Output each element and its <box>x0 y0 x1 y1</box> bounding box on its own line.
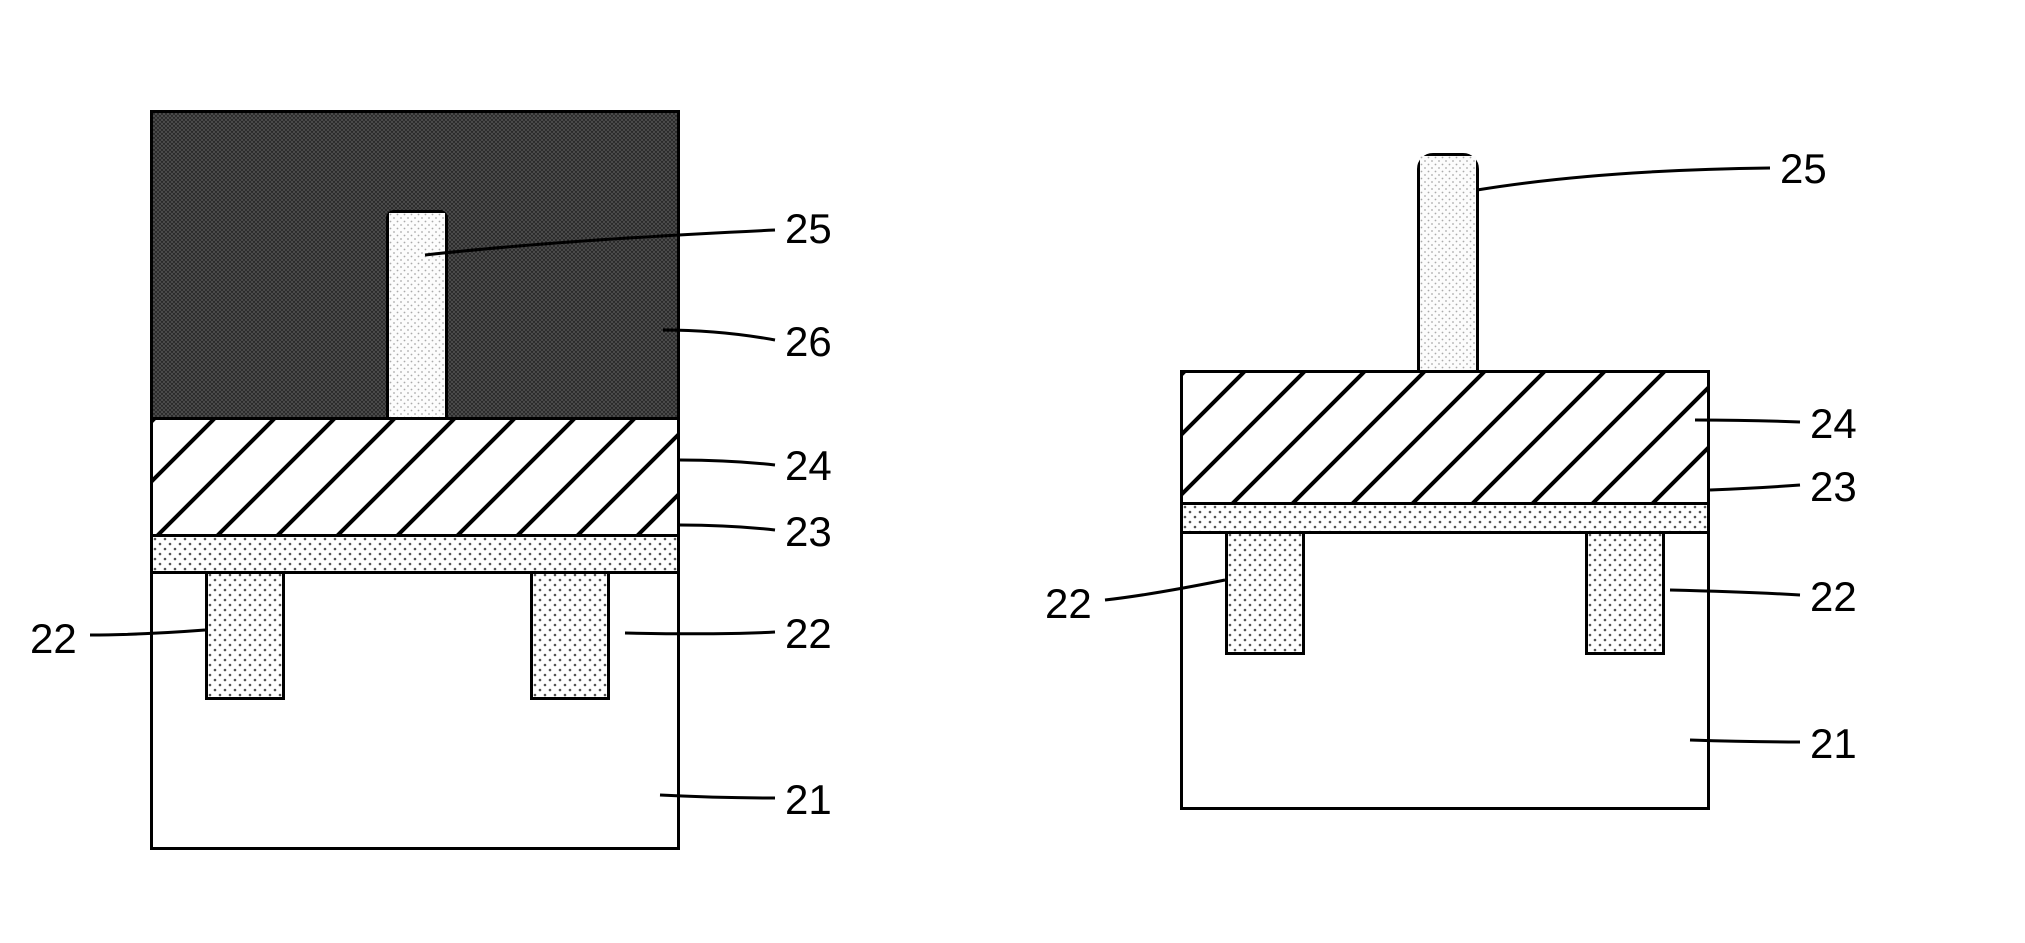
label-21: 21 <box>785 776 832 824</box>
left-cross-section <box>150 40 680 850</box>
isolation-22-right <box>530 570 610 700</box>
oxide-23 <box>150 534 680 574</box>
label-24: 24 <box>785 442 832 490</box>
label-23-r: 23 <box>1810 463 1857 511</box>
label-26: 26 <box>785 318 832 366</box>
poly-24-r <box>1180 370 1710 505</box>
label-22-left: 22 <box>30 615 77 663</box>
isolation-22-left <box>205 570 285 700</box>
cross-section-diagram: 25 26 24 23 22 22 21 25 24 23 22 22 21 <box>0 40 2025 903</box>
label-24-r: 24 <box>1810 400 1857 448</box>
label-22-right-r: 22 <box>1810 573 1857 621</box>
label-21-r: 21 <box>1810 720 1857 768</box>
label-22-right: 22 <box>785 610 832 658</box>
pillar-25 <box>386 210 448 420</box>
pillar-25-r <box>1417 153 1479 373</box>
label-22-left-r: 22 <box>1045 580 1092 628</box>
label-25-r: 25 <box>1780 145 1827 193</box>
label-23: 23 <box>785 508 832 556</box>
label-25: 25 <box>785 205 832 253</box>
oxide-23-r <box>1180 502 1710 534</box>
poly-24 <box>150 417 680 537</box>
isolation-22-right-r <box>1585 530 1665 655</box>
right-cross-section <box>1180 110 1710 810</box>
isolation-22-left-r <box>1225 530 1305 655</box>
